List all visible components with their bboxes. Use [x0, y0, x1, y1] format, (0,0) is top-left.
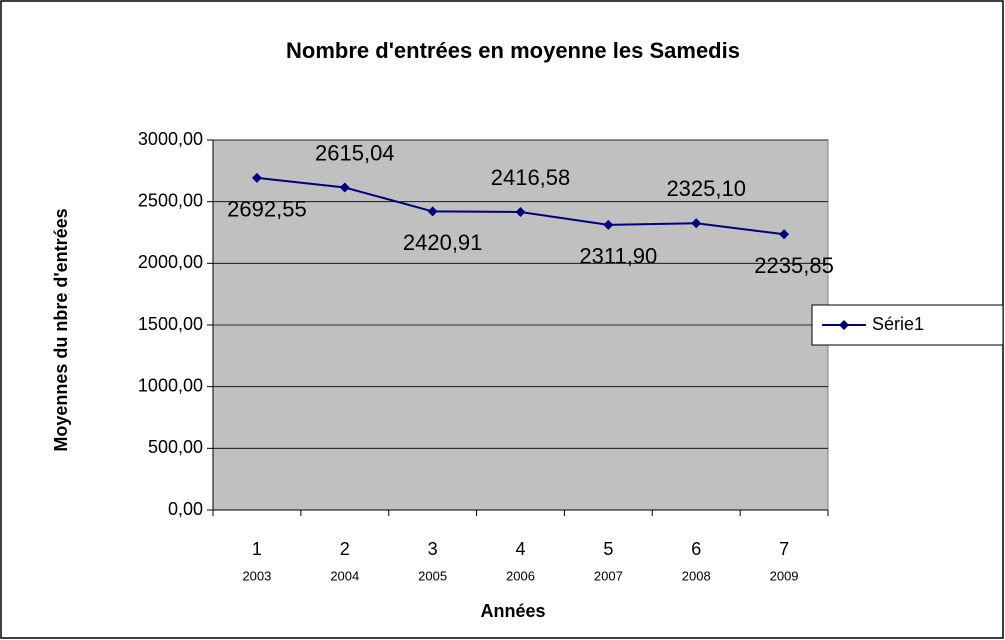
- legend-label: Série1: [872, 314, 924, 334]
- data-label: 2311,90: [579, 244, 657, 269]
- data-label: 2420,91: [403, 230, 483, 255]
- data-label: 2325,10: [666, 176, 746, 201]
- y-tick-label: 2000,00: [138, 252, 203, 272]
- y-tick-label: 0,00: [168, 499, 203, 519]
- data-label: 2235,85: [754, 253, 834, 278]
- data-point: [339, 182, 350, 193]
- x-tick-label: 6: [691, 539, 701, 559]
- x-axis-label: Années: [480, 601, 545, 621]
- data-label: 2615,04: [315, 140, 395, 165]
- data-label: 2692,55: [227, 197, 307, 222]
- x-tick-label: 7: [779, 539, 789, 559]
- data-point: [515, 206, 526, 217]
- x-tick-sublabel: 2008: [682, 568, 711, 583]
- x-tick-sublabel: 2005: [418, 568, 447, 583]
- y-axis-label: Moyennes du nbre d'entrées: [51, 208, 71, 451]
- x-tick-sublabel: 2003: [242, 568, 271, 583]
- data-point: [603, 219, 614, 230]
- y-tick-label: 1000,00: [138, 375, 203, 395]
- data-point: [427, 206, 438, 217]
- x-tick-label: 4: [515, 539, 525, 559]
- data-point: [251, 172, 262, 183]
- data-label: 2416,58: [491, 165, 571, 190]
- data-point: [691, 218, 702, 229]
- x-tick-label: 1: [252, 539, 262, 559]
- x-tick-label: 5: [603, 539, 613, 559]
- x-tick-sublabel: 2004: [330, 568, 359, 583]
- chart-title: Nombre d'entrées en moyenne les Samedis: [286, 38, 740, 63]
- x-tick-sublabel: 2007: [594, 568, 623, 583]
- legend-marker: [839, 320, 849, 330]
- y-tick-label: 3000,00: [138, 129, 203, 149]
- y-tick-label: 1500,00: [138, 314, 203, 334]
- y-tick-label: 2500,00: [138, 190, 203, 210]
- x-tick-sublabel: 2006: [506, 568, 535, 583]
- x-tick-label: 2: [340, 539, 350, 559]
- x-tick-sublabel: 2009: [770, 568, 799, 583]
- x-tick-label: 3: [428, 539, 438, 559]
- y-tick-label: 500,00: [148, 437, 203, 457]
- data-point: [779, 229, 790, 240]
